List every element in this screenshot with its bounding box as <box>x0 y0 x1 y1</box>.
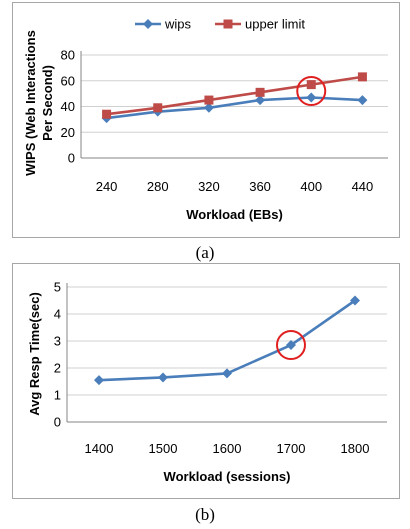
y-tick-label: 3 <box>54 334 61 349</box>
chart-a-frame: 0 20 40 60 80 240 280 320 360 400 440 Workload (EBs… <box>12 2 400 238</box>
legend-marker <box>143 19 153 29</box>
highlight-circle <box>296 76 327 107</box>
x-tick-label: 280 <box>147 179 169 194</box>
x-tick-label: 320 <box>198 179 220 194</box>
y-tick-label: 1 <box>54 388 61 403</box>
data-point <box>306 92 317 103</box>
y-axis-title-line: WIPS (Web Interactions <box>23 30 38 176</box>
x-tick-label: 240 <box>96 179 118 194</box>
x-tick-label: 1700 <box>277 441 306 456</box>
series-line <box>106 75 363 116</box>
data-point <box>204 95 214 105</box>
x-tick-label: 440 <box>352 179 374 194</box>
y-tick-label: 80 <box>61 48 75 63</box>
data-point <box>306 80 316 90</box>
legend-marker <box>223 19 233 29</box>
x-axis-title: Workload (EBs) <box>186 207 283 222</box>
data-point <box>350 295 360 306</box>
chart-b: 0 1 2 3 4 5 1400 1500 1600 1700 1800 Workload (sess… <box>27 280 387 484</box>
y-axis-title: WIPS (Web Interactions Per Second) <box>23 30 55 176</box>
y-tick-label: 40 <box>61 99 75 114</box>
x-tick-label: 360 <box>249 179 271 194</box>
x-tick-label: 400 <box>300 179 322 194</box>
y-axis-title: Avg Resp Time(sec) <box>27 292 42 416</box>
y-tick-label: 60 <box>61 73 75 88</box>
data-point <box>102 109 112 119</box>
data-point <box>357 95 368 106</box>
data-point <box>203 102 214 113</box>
y-tick-label: 4 <box>54 307 61 322</box>
x-tick-label: 1500 <box>149 441 178 456</box>
highlight-circle <box>276 330 306 361</box>
legend-label: upper limit <box>245 17 305 32</box>
data-point <box>94 375 104 386</box>
data-point <box>222 368 232 379</box>
x-tick-label: 1400 <box>85 441 114 456</box>
legend-label: wips <box>164 17 192 32</box>
x-tick-label: 1600 <box>213 441 242 456</box>
data-point <box>153 103 163 113</box>
x-axis-title: Workload (sessions) <box>164 469 291 484</box>
series-line <box>106 96 363 120</box>
chart-b-frame: 0 1 2 3 4 5 1400 1500 1600 1700 1800 Workload (sess… <box>12 263 400 499</box>
y-tick-label: 0 <box>54 415 61 430</box>
y-tick-label: 5 <box>54 280 61 295</box>
data-point <box>357 72 367 82</box>
data-point <box>158 372 168 383</box>
data-point <box>286 340 296 351</box>
y-axis-title-line: Per Second) <box>40 65 55 141</box>
chart-a: 0 20 40 60 80 240 280 320 360 400 440 Workload (EBs… <box>23 17 388 222</box>
data-point <box>255 87 265 97</box>
y-tick-label: 20 <box>61 125 75 140</box>
y-tick-label: 0 <box>68 151 75 166</box>
y-tick-label: 2 <box>54 361 61 376</box>
chart-b-caption: (b) <box>195 505 215 524</box>
chart-a-caption: (a) <box>195 243 215 262</box>
x-tick-label: 1800 <box>341 441 370 456</box>
